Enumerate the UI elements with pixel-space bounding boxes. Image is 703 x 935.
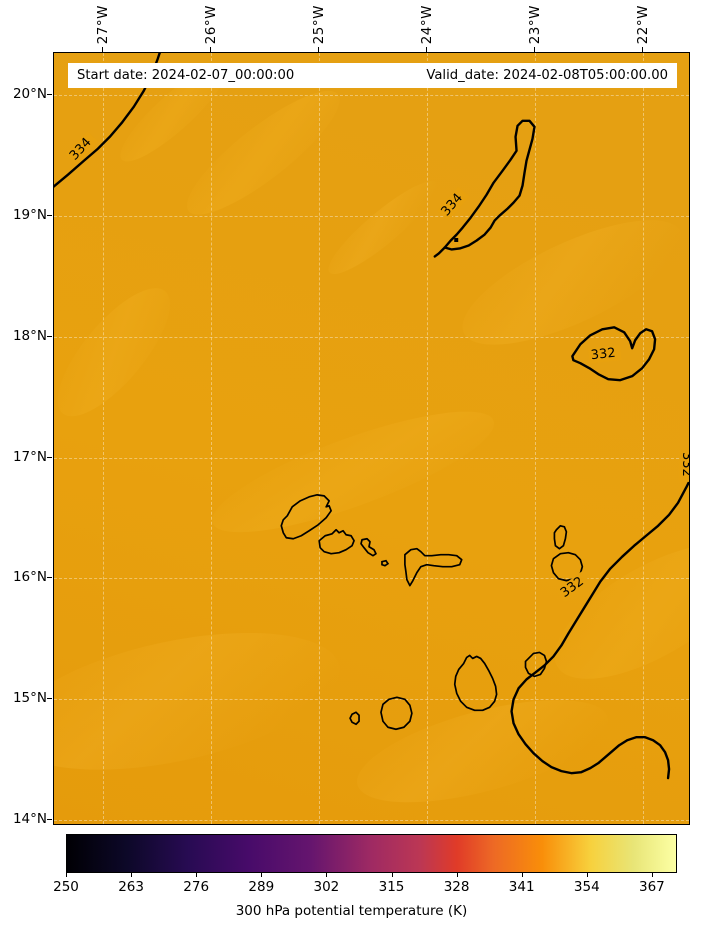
- colorbar-tick-label-367: 367: [639, 879, 665, 895]
- colorbar-tick-276: [196, 873, 198, 877]
- contour-332-east-sweep: [510, 479, 689, 780]
- colorbar-tick-label-354: 354: [573, 879, 600, 895]
- contour-332-closed: [571, 326, 657, 382]
- contour-label-332-closed: 332: [590, 346, 616, 364]
- lat-tick-mark-15N: [47, 698, 52, 700]
- colorbar-tick-341: [521, 873, 523, 877]
- contour-label-group: 334 334 332 332 332: [65, 131, 689, 602]
- colorbar-tick-328: [456, 873, 458, 877]
- colorbar-tick-label-289: 289: [248, 879, 275, 895]
- coastline-ilheus-branco-raso: [381, 559, 390, 567]
- colorbar-tick-label-302: 302: [313, 879, 340, 895]
- colorbar-tick-289: [261, 873, 263, 877]
- coastline-santa-luzia: [360, 537, 377, 557]
- lat-tick-mark-20N: [47, 94, 52, 96]
- coastline-and-contour-overlay: 334 334 332 332 332: [54, 53, 689, 780]
- coastline-fogo: [380, 696, 413, 731]
- coastline-brava: [349, 711, 360, 726]
- colorbar-tick-367: [651, 873, 653, 877]
- colorbar-tick-315: [391, 873, 393, 877]
- colorbar-tick-label-341: 341: [508, 879, 535, 895]
- lat-tick-label-17N: 17°N: [12, 448, 47, 465]
- lat-tick-label-15N: 15°N: [12, 690, 47, 707]
- coastline-maio: [524, 651, 548, 678]
- lat-tick-mark-17N: [47, 456, 52, 458]
- colorbar-tick-label-263: 263: [118, 879, 144, 895]
- colorbar-tick-label-315: 315: [378, 879, 405, 895]
- lon-tick-label-27W: 27°W: [94, 5, 111, 45]
- colorbar-tick-label-250: 250: [53, 879, 79, 895]
- lat-tick-mark-16N: [47, 577, 52, 579]
- valid-date-text: Valid_date: 2024-02-08T05:00:00.00: [426, 68, 668, 83]
- lon-tick-label-23W: 23°W: [526, 5, 543, 45]
- colorbar-tick-263: [131, 873, 133, 877]
- coastline-santo-antao: [280, 494, 332, 540]
- temperature-field: [54, 53, 689, 824]
- lat-tick-mark-19N: [47, 215, 52, 217]
- colorbar-tick-250: [66, 873, 67, 877]
- start-date-text: Start date: 2024-02-07_00:00:00: [77, 68, 295, 83]
- colorbar-title: 300 hPa potential temperature (K): [235, 903, 468, 919]
- map-axes[interactable]: 334 334 332 332 332: [53, 52, 690, 825]
- coastline-sal: [553, 524, 568, 550]
- coastline-sao-nicolau: [404, 547, 463, 587]
- lat-tick-label-16N: 16°N: [12, 569, 47, 586]
- coastline-sao-vicente: [318, 528, 355, 555]
- lon-tick-label-25W: 25°W: [310, 5, 327, 45]
- lat-tick-label-18N: 18°N: [12, 327, 47, 344]
- lat-tick-mark-14N: [47, 818, 52, 820]
- coastline-santiago: [453, 654, 498, 712]
- info-banner: Start date: 2024-02-07_00:00:00 Valid_da…: [68, 63, 677, 88]
- lon-tick-label-26W: 26°W: [202, 5, 219, 45]
- colorbar-gradient: [67, 835, 676, 872]
- colorbar-tick-354: [586, 873, 588, 877]
- lon-tick-label-24W: 24°W: [418, 5, 435, 45]
- contour-334-closed: [433, 119, 536, 258]
- coastline-islet-small: [454, 238, 459, 243]
- lon-tick-label-22W: 22°W: [634, 5, 651, 45]
- lat-tick-label-20N: 20°N: [12, 86, 47, 103]
- colorbar[interactable]: [66, 834, 677, 873]
- lat-tick-label-14N: 14°N: [12, 810, 47, 827]
- colorbar-tick-302: [326, 873, 328, 877]
- lat-tick-mark-18N: [47, 335, 52, 337]
- contour-label-332-east: 332: [679, 452, 689, 477]
- colorbar-tick-label-276: 276: [183, 879, 210, 895]
- colorbar-tick-label-328: 328: [443, 879, 470, 895]
- lat-tick-label-19N: 19°N: [12, 207, 47, 224]
